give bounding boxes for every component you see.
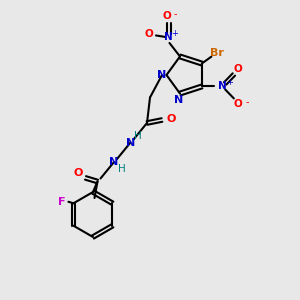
- Text: N: N: [110, 157, 118, 167]
- Text: F: F: [58, 197, 65, 207]
- Text: O: O: [144, 29, 153, 39]
- Text: N: N: [164, 32, 173, 42]
- Text: -: -: [245, 98, 248, 107]
- Text: N: N: [126, 137, 135, 148]
- Text: +: +: [226, 78, 233, 87]
- Text: N: N: [174, 94, 183, 104]
- Text: +: +: [171, 29, 178, 38]
- Text: -: -: [174, 9, 177, 19]
- Text: N: N: [158, 70, 166, 80]
- Text: O: O: [233, 64, 242, 74]
- Text: N: N: [218, 82, 227, 92]
- Text: H: H: [134, 131, 142, 141]
- Text: H: H: [118, 164, 125, 174]
- Text: O: O: [163, 11, 172, 21]
- Text: O: O: [233, 99, 242, 109]
- Text: O: O: [73, 167, 83, 178]
- Text: O: O: [166, 113, 176, 124]
- Text: Br: Br: [210, 48, 224, 58]
